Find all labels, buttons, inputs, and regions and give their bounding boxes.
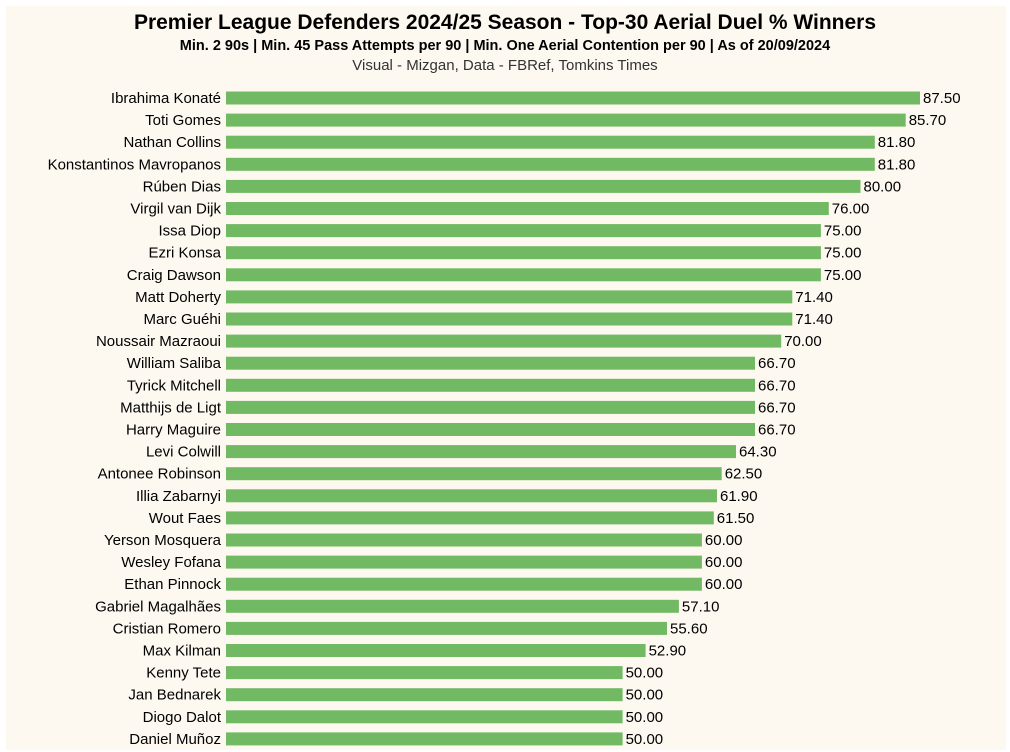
bar	[226, 445, 736, 459]
bar	[226, 179, 861, 193]
bar	[226, 621, 667, 635]
value-label: 57.10	[682, 598, 720, 615]
category-label: Daniel Muñoz	[129, 731, 221, 748]
value-label: 60.00	[705, 576, 743, 593]
value-label: 70.00	[784, 333, 822, 350]
bar	[226, 400, 755, 414]
value-label: 64.30	[739, 444, 777, 461]
value-label: 66.70	[758, 399, 796, 416]
value-label: 66.70	[758, 377, 796, 394]
value-label: 76.00	[832, 201, 870, 218]
value-label: 50.00	[626, 731, 664, 748]
category-label: Illia Zabarnyi	[136, 488, 221, 505]
category-label: Virgil van Dijk	[130, 201, 221, 218]
bar	[226, 312, 793, 326]
value-label: 81.80	[878, 156, 916, 173]
bar	[226, 334, 782, 348]
value-label: 85.70	[909, 112, 947, 129]
category-label: Levi Colwill	[146, 444, 221, 461]
bar	[226, 732, 623, 746]
bar	[226, 224, 821, 238]
category-label: Jan Bednarek	[128, 687, 221, 704]
category-label: Tyrick Mitchell	[127, 377, 221, 394]
value-label: 80.00	[864, 178, 902, 195]
bar	[226, 135, 875, 149]
category-label: Noussair Mazraoui	[96, 333, 221, 350]
bar	[226, 113, 906, 127]
category-label: Craig Dawson	[127, 267, 221, 284]
value-label: 66.70	[758, 422, 796, 439]
bar	[226, 489, 717, 503]
value-label: 87.50	[923, 90, 961, 107]
chart-title: Premier League Defenders 2024/25 Season …	[133, 11, 877, 34]
value-label: 50.00	[626, 709, 664, 726]
category-label: Matt Doherty	[135, 289, 221, 306]
value-label: 52.90	[649, 643, 687, 660]
category-label: Toti Gomes	[145, 112, 221, 129]
category-label: William Saliba	[127, 355, 222, 372]
chart-subtitle: Min. 2 90s | Min. 45 Pass Attempts per 9…	[179, 38, 831, 54]
category-label: Rúben Dias	[143, 178, 221, 195]
value-label: 66.70	[758, 355, 796, 372]
bar	[226, 710, 623, 724]
bar	[226, 599, 679, 613]
category-label: Marc Guéhi	[143, 311, 221, 328]
category-label: Ezri Konsa	[148, 245, 221, 262]
category-label: Yerson Mosquera	[104, 532, 222, 549]
category-label: Gabriel Magalhães	[95, 598, 221, 615]
bar	[226, 577, 702, 591]
category-label: Ethan Pinnock	[124, 576, 221, 593]
chart-credit: Visual - Mizgan, Data - FBRef, Tomkins T…	[352, 57, 658, 74]
bar	[226, 533, 702, 547]
bar	[226, 555, 702, 569]
bar	[226, 423, 755, 436]
value-label: 75.00	[824, 267, 862, 284]
category-label: Wout Faes	[149, 510, 221, 527]
category-label: Ibrahima Konaté	[111, 90, 221, 107]
value-label: 62.50	[725, 466, 763, 483]
value-label: 81.80	[878, 134, 916, 151]
category-label: Nathan Collins	[123, 134, 221, 151]
value-label: 50.00	[626, 687, 664, 704]
category-label: Antonee Robinson	[98, 466, 221, 483]
category-label: Matthijs de Ligt	[120, 399, 222, 416]
category-label: Wesley Fofana	[121, 554, 221, 571]
bar	[226, 202, 829, 215]
bar	[226, 644, 646, 657]
bar	[226, 356, 755, 370]
category-label: Konstantinos Mavropanos	[48, 156, 221, 173]
value-label: 60.00	[705, 532, 743, 549]
bar	[226, 91, 920, 105]
bar	[226, 511, 714, 525]
bar	[226, 290, 793, 304]
value-label: 61.90	[720, 488, 758, 505]
value-label: 50.00	[626, 665, 664, 682]
value-label: 75.00	[824, 223, 862, 240]
value-label: 60.00	[705, 554, 743, 571]
bar	[226, 246, 821, 260]
value-label: 61.50	[717, 510, 755, 527]
category-label: Issa Diop	[158, 223, 221, 240]
category-label: Diogo Dalot	[143, 709, 222, 726]
bar	[226, 467, 722, 481]
category-label: Max Kilman	[143, 643, 221, 660]
bar	[226, 688, 623, 702]
category-label: Kenny Tete	[146, 665, 221, 682]
value-label: 71.40	[795, 311, 833, 328]
bar	[226, 268, 821, 282]
bar	[226, 157, 875, 171]
value-label: 75.00	[824, 245, 862, 262]
bar	[226, 666, 623, 680]
value-label: 71.40	[795, 289, 833, 306]
category-label: Cristian Romero	[113, 620, 221, 637]
bar	[226, 378, 755, 392]
value-label: 55.60	[670, 620, 708, 637]
category-label: Harry Maguire	[126, 422, 221, 439]
